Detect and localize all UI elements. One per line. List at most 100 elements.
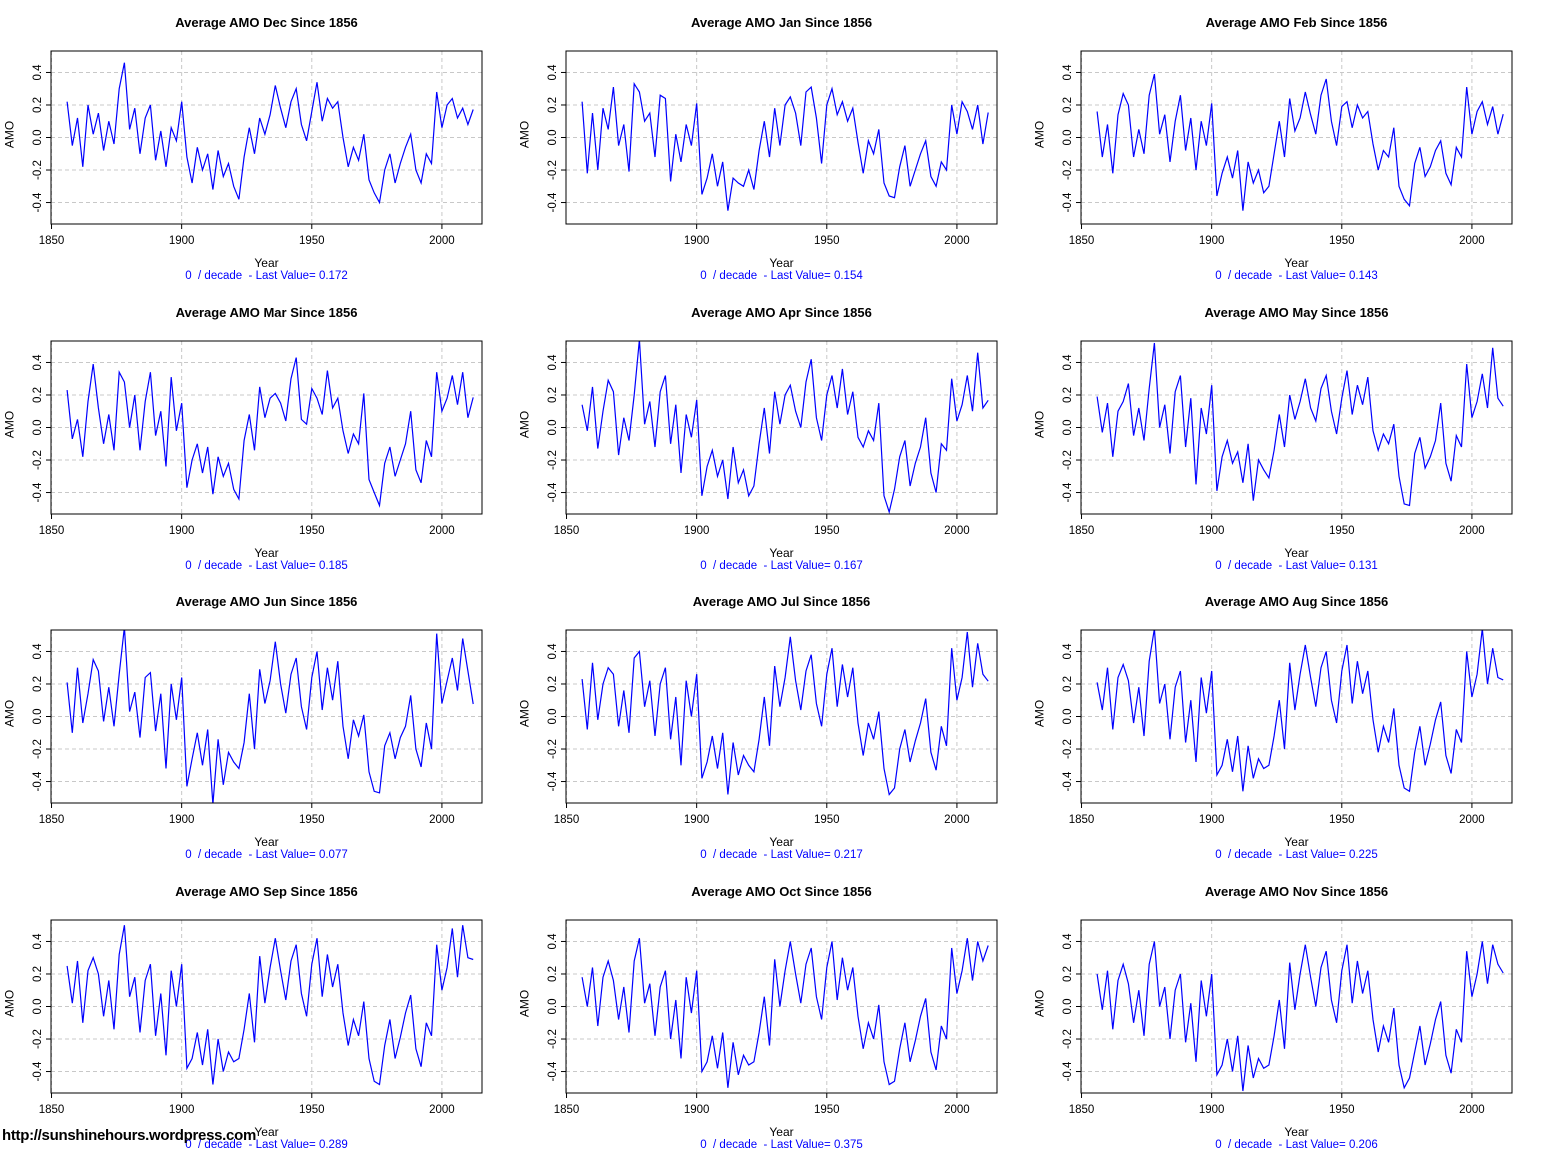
y-tick-label: 0.2 xyxy=(1062,97,1074,113)
amo-series-line xyxy=(581,340,989,514)
y-axis-label: AMO xyxy=(1032,989,1047,1017)
y-tick-label: 0.0 xyxy=(32,130,44,146)
y-tick-label: 0.2 xyxy=(32,97,44,113)
x-tick-label: 1950 xyxy=(299,235,325,247)
chart-title: Average AMO Jul Since 1856 xyxy=(692,594,871,609)
chart-title: Average AMO Feb Since 1856 xyxy=(1205,15,1388,30)
y-tick-label: -0.4 xyxy=(1062,1061,1074,1081)
plot-frame xyxy=(50,50,483,225)
y-tick-label: -0.2 xyxy=(32,450,44,470)
chart-cell-dec: Average AMO Dec Since 1856 -0.4 -0.2 0.0 0.… xyxy=(0,0,515,290)
y-tick-label: -0.2 xyxy=(547,739,559,759)
trend-footer: 0 / decade - Last Value= 0.167 xyxy=(700,559,863,572)
amo-series-line xyxy=(66,630,474,803)
y-tick-label: -0.4 xyxy=(547,771,559,791)
y-tick-label: 0.4 xyxy=(1062,64,1074,81)
y-tick-label: -0.2 xyxy=(1062,739,1074,759)
y-tick-label: 0.2 xyxy=(547,386,559,402)
y-tick-label: 0.0 xyxy=(32,419,44,435)
y-tick-label: 0.2 xyxy=(547,97,559,113)
plot-frame xyxy=(1080,340,1513,514)
y-tick-label: -0.2 xyxy=(547,1029,559,1049)
y-tick-label: -0.4 xyxy=(32,771,44,791)
amo-series-line xyxy=(1096,73,1504,211)
x-tick-label: 1850 xyxy=(554,1104,580,1116)
x-tick-label: 1850 xyxy=(39,235,65,247)
plot-frame xyxy=(50,919,483,1093)
amo-series-line xyxy=(66,924,474,1085)
site-url: http://sunshinehours.wordpress.com xyxy=(2,1127,256,1144)
x-tick-label: 1950 xyxy=(1329,1104,1355,1116)
trend-footer: 0 / decade - Last Value= 0.217 xyxy=(700,849,863,861)
x-tick-label: 2000 xyxy=(1459,525,1485,537)
amo-line-plot: -0.4 -0.2 0.0 0.2 0.4 1850 1900 1950 2000 xyxy=(1062,629,1513,826)
x-tick-label: 1950 xyxy=(299,1104,325,1116)
x-tick-label: 1850 xyxy=(39,525,65,537)
x-tick-label: 1900 xyxy=(169,235,195,247)
x-axis-label: Year xyxy=(254,545,279,560)
amo-line-plot: -0.4 -0.2 0.0 0.2 0.4 1850 1900 1950 2000 xyxy=(1062,340,1513,537)
chart-cell-feb: Average AMO Feb Since 1856 -0.4 -0.2 0.0 0.… xyxy=(1030,0,1545,290)
x-tick-label: 1900 xyxy=(169,814,195,826)
x-tick-label: 1900 xyxy=(1199,525,1225,537)
x-axis-label: Year xyxy=(769,545,794,560)
y-tick-label: 0.4 xyxy=(32,353,44,370)
amo-line-plot: -0.4 -0.2 0.0 0.2 0.4 1850 1900 1950 2000 xyxy=(1062,919,1513,1116)
plot-frame xyxy=(1080,919,1513,1093)
trend-footer: 0 / decade - Last Value= 0.154 xyxy=(700,270,863,282)
y-tick-label: 0.0 xyxy=(1062,130,1074,146)
y-axis-label: AMO xyxy=(1032,120,1047,149)
x-tick-label: 2000 xyxy=(429,1104,455,1116)
x-axis-label: Year xyxy=(254,256,279,270)
chart-cell-mar: Average AMO Mar Since 1856 -0.4 -0.2 0.0 0.… xyxy=(0,290,515,580)
trend-footer: 0 / decade - Last Value= 0.185 xyxy=(185,559,348,572)
amo-line-plot: -0.4 -0.2 0.0 0.2 0.4 1850 1900 1950 2000 xyxy=(547,919,998,1116)
amo-series-line xyxy=(581,937,989,1088)
x-tick-label: 1900 xyxy=(684,235,710,247)
trend-footer: 0 / decade - Last Value= 0.289 xyxy=(185,1138,348,1151)
chart-cell-jun: Average AMO Jun Since 1856 -0.4 -0.2 0.0 0.… xyxy=(0,579,515,869)
x-tick-label: 1850 xyxy=(554,525,580,537)
trend-footer: 0 / decade - Last Value= 0.077 xyxy=(185,849,348,861)
y-axis-label: AMO xyxy=(1032,699,1047,728)
y-tick-label: -0.2 xyxy=(547,160,559,180)
y-tick-label: 0.2 xyxy=(547,965,559,981)
y-tick-label: 0.4 xyxy=(32,643,44,660)
x-axis-label: Year xyxy=(769,256,794,270)
x-tick-label: 2000 xyxy=(429,814,455,826)
y-axis-label: AMO xyxy=(517,699,532,728)
x-tick-label: 1850 xyxy=(1069,814,1095,826)
y-tick-label: 0.4 xyxy=(32,64,44,81)
y-tick-label: -0.4 xyxy=(1062,482,1074,502)
chart-cell-oct: Average AMO Oct Since 1856 -0.4 -0.2 0.0 0.… xyxy=(515,869,1030,1158)
y-tick-label: -0.2 xyxy=(1062,1029,1074,1049)
plot-frame xyxy=(50,340,483,514)
chart-title: Average AMO Jan Since 1856 xyxy=(690,15,873,30)
x-tick-label: 1950 xyxy=(814,1104,840,1116)
x-tick-label: 2000 xyxy=(944,525,970,537)
x-tick-label: 1950 xyxy=(1329,525,1355,537)
x-tick-label: 1900 xyxy=(1199,814,1225,826)
plot-frame xyxy=(1080,629,1513,804)
amo-line-plot: -0.4 -0.2 0.0 0.2 0.4 1850 1900 1950 2000 xyxy=(32,340,483,537)
amo-series-line xyxy=(66,356,474,508)
x-tick-label: 1850 xyxy=(1069,235,1095,247)
x-tick-label: 1850 xyxy=(39,814,65,826)
y-axis-label: AMO xyxy=(2,410,17,438)
x-tick-label: 1950 xyxy=(814,235,840,247)
trend-footer: 0 / decade - Last Value= 0.225 xyxy=(1215,849,1378,861)
x-tick-label: 2000 xyxy=(944,1104,970,1116)
chart-cell-nov: Average AMO Nov Since 1856 -0.4 -0.2 0.0 0.… xyxy=(1030,869,1545,1158)
y-axis-label: AMO xyxy=(2,120,17,149)
chart-title: Average AMO Nov Since 1856 xyxy=(1204,883,1389,899)
x-tick-label: 2000 xyxy=(1459,235,1485,247)
y-tick-label: -0.4 xyxy=(547,1061,559,1081)
y-tick-label: 0.4 xyxy=(32,932,44,949)
x-axis-label: Year xyxy=(1284,256,1309,270)
chart-cell-apr: Average AMO Apr Since 1856 -0.4 -0.2 0.0 0.… xyxy=(515,290,1030,580)
y-tick-label: -0.2 xyxy=(32,739,44,759)
y-tick-label: 0.4 xyxy=(547,932,559,949)
chart-cell-jan: Average AMO Jan Since 1856 -0.4 -0.2 0.0 0.… xyxy=(515,0,1030,290)
y-tick-label: -0.4 xyxy=(1062,192,1074,212)
y-axis-label: AMO xyxy=(2,699,17,728)
